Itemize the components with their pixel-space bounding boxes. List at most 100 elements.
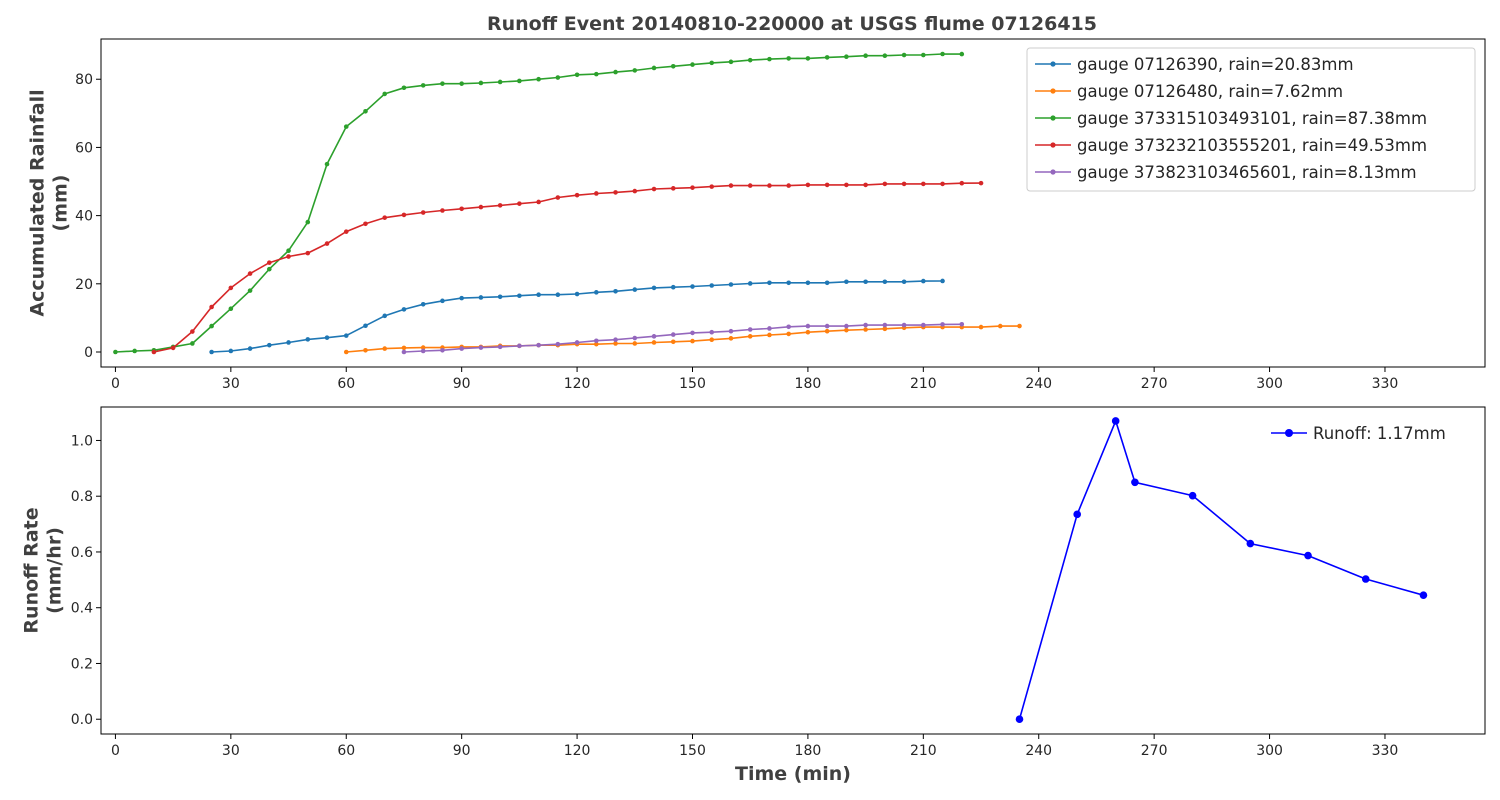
data-point: [940, 181, 945, 187]
data-point: [517, 343, 522, 349]
legend: Runoff: 1.17mm: [1271, 424, 1446, 443]
data-point: [132, 348, 137, 354]
data-point: [594, 341, 599, 347]
data-point: [478, 80, 484, 86]
data-point: [728, 328, 734, 334]
data-point: [786, 56, 791, 61]
data-point: [363, 108, 368, 114]
data-point: [420, 210, 426, 215]
data-point: [728, 183, 734, 188]
rainfall-panel: 0 30 60 90 120 150 180 210 240 270 300 330 0 20 40 60 80…: [27, 38, 1486, 392]
data-point: [690, 62, 695, 67]
y-tick-label: 80: [75, 72, 93, 88]
data-point: [420, 345, 426, 350]
data-point: [228, 306, 234, 311]
data-point: [805, 280, 811, 286]
legend-label: gauge 07126390, rain=20.83mm: [1077, 55, 1354, 74]
data-point: [670, 339, 676, 345]
data-point: [440, 208, 445, 213]
data-point: [459, 206, 464, 212]
data-point: [767, 332, 772, 338]
data-point: [709, 337, 715, 343]
data-point: [844, 182, 849, 188]
data-point: [190, 341, 195, 346]
data-point: [420, 348, 426, 354]
data-point: [921, 278, 926, 284]
data-point: [747, 334, 753, 339]
data-point: [824, 182, 830, 188]
data-point: [574, 340, 580, 345]
data-point: [324, 241, 330, 246]
data-point: [286, 254, 291, 259]
y-tick-label: 40: [75, 209, 93, 225]
data-point: [286, 340, 291, 345]
data-point: [959, 51, 965, 57]
data-point: [632, 287, 638, 292]
data-point: [613, 69, 618, 75]
data-point: [844, 54, 849, 60]
data-point: [651, 65, 657, 71]
x-tick-label: 0: [111, 376, 120, 392]
data-point: [940, 322, 945, 327]
x-tick-label: 150: [679, 743, 706, 759]
data-point: [767, 183, 772, 188]
data-point: [574, 72, 580, 78]
data-point: [747, 57, 753, 63]
x-tick-label: 180: [795, 376, 822, 392]
data-point: [382, 215, 388, 220]
data-point: [1111, 417, 1120, 425]
x-tick-label: 300: [1256, 743, 1283, 759]
data-point: [440, 298, 445, 304]
y-axis-label: (mm): [50, 175, 72, 232]
data-point: [536, 199, 541, 205]
data-point: [305, 219, 311, 225]
legend-label: gauge 373823103465601, rain=8.13mm: [1077, 163, 1417, 182]
x-tick-label: 90: [453, 743, 471, 759]
axes-frame: [100, 38, 1486, 368]
data-point: [478, 345, 484, 350]
legend-marker: [1285, 429, 1293, 437]
data-point: [247, 271, 253, 276]
data-point: [440, 347, 445, 353]
x-tick-label: 210: [910, 376, 937, 392]
y-tick-label: 20: [75, 277, 93, 293]
data-point: [247, 288, 253, 293]
x-tick-label: 150: [679, 376, 706, 392]
data-point: [478, 295, 484, 300]
data-point: [267, 260, 272, 265]
data-point: [805, 182, 811, 188]
data-point: [343, 124, 349, 129]
data-point: [478, 204, 484, 210]
data-point: [978, 180, 984, 186]
data-point: [401, 307, 407, 312]
data-point: [363, 221, 368, 227]
data-point: [767, 56, 772, 62]
legend-marker: [1050, 61, 1056, 67]
data-point: [517, 78, 522, 84]
series-line: [346, 325, 1020, 353]
data-point: [651, 340, 657, 345]
data-point: [690, 330, 695, 336]
data-point: [997, 323, 1003, 329]
y-axis-label: Runoff Rate: [21, 507, 43, 633]
data-point: [959, 180, 965, 186]
y-tick-label: 60: [75, 140, 93, 156]
data-point: [555, 341, 561, 347]
data-point: [190, 329, 195, 334]
data-point: [574, 291, 580, 297]
data-point: [401, 349, 407, 355]
series-3: [113, 51, 965, 355]
data-point: [363, 347, 368, 353]
data-point: [401, 345, 407, 351]
data-point: [632, 335, 638, 341]
y-tick-label: 0.0: [71, 712, 93, 728]
data-point: [228, 285, 234, 291]
legend-marker: [1050, 169, 1056, 175]
data-point: [594, 71, 599, 77]
data-point: [1419, 591, 1428, 599]
data-point: [594, 290, 599, 295]
data-point: [959, 321, 965, 327]
data-point: [863, 279, 868, 285]
data-point: [824, 55, 830, 60]
y-tick-label: 0.4: [71, 601, 93, 617]
